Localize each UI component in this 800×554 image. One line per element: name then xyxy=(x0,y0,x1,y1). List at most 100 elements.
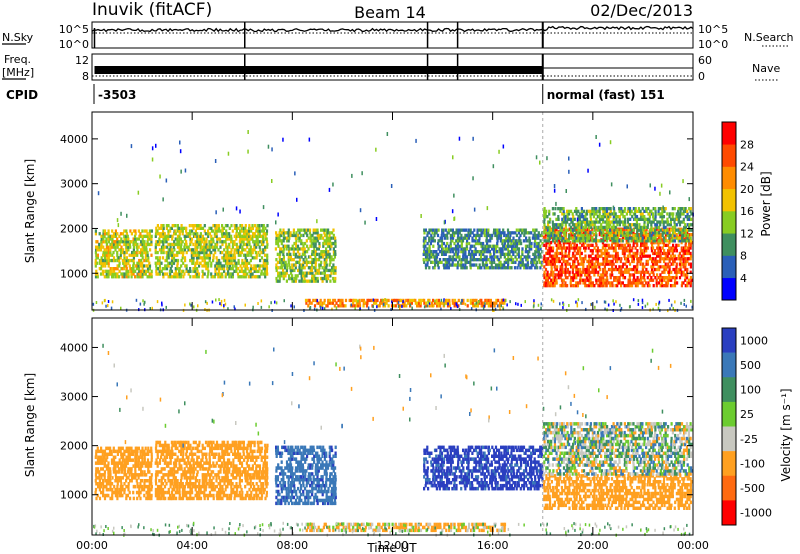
power-cell xyxy=(589,209,592,213)
power-cell xyxy=(137,272,140,276)
power-cell xyxy=(433,255,436,259)
power-cell xyxy=(623,276,627,280)
power-cell xyxy=(593,212,596,216)
power-cell xyxy=(636,233,639,238)
power-cell xyxy=(296,247,299,251)
power-cell xyxy=(226,250,229,255)
power-cell xyxy=(417,304,420,308)
power-cell xyxy=(628,231,631,235)
power-cell xyxy=(654,233,657,238)
power-cell xyxy=(130,232,133,236)
power-cell xyxy=(300,228,303,232)
power-cell xyxy=(584,217,587,221)
power-cell xyxy=(235,250,239,255)
power-cell xyxy=(113,240,116,244)
power-cell xyxy=(118,242,121,247)
power-speckle xyxy=(252,305,254,309)
power-cell xyxy=(607,233,610,237)
power-cell xyxy=(289,233,292,238)
power-cell xyxy=(677,267,680,272)
power-cell xyxy=(673,207,676,211)
power-cell xyxy=(630,209,633,213)
power-cell xyxy=(484,298,487,303)
power-cell xyxy=(457,231,460,235)
power-cell xyxy=(163,272,167,276)
power-cell xyxy=(564,273,567,277)
power-cell xyxy=(100,261,103,265)
power-cell xyxy=(573,243,576,247)
power-colorbar-swatch xyxy=(722,144,736,167)
power-cell xyxy=(248,242,251,247)
power-cell xyxy=(501,241,504,246)
power-cell xyxy=(278,231,281,235)
power-cell xyxy=(639,212,642,216)
power-speckle xyxy=(110,306,113,310)
power-speckle xyxy=(211,300,214,304)
power-cell xyxy=(690,278,693,282)
power-cell xyxy=(453,233,456,238)
velocity-cell xyxy=(103,452,107,456)
power-cell xyxy=(648,233,652,238)
power-cell xyxy=(258,253,261,257)
power-speckle xyxy=(452,155,454,160)
power-cell xyxy=(632,259,635,264)
power-cell xyxy=(542,257,545,261)
power-cell xyxy=(180,240,183,244)
power-cell xyxy=(561,217,564,221)
power-cell xyxy=(263,258,267,263)
power-cell xyxy=(690,223,693,227)
power-cell xyxy=(595,233,598,238)
power-cell xyxy=(155,267,158,271)
power-cell xyxy=(432,255,435,259)
power-cell xyxy=(102,272,105,276)
power-speckle xyxy=(351,173,353,178)
power-cell xyxy=(605,209,609,213)
power-cell xyxy=(166,253,169,257)
power-cell xyxy=(550,231,553,235)
power-cell xyxy=(655,278,658,282)
power-cell xyxy=(328,241,331,246)
power-cell xyxy=(535,241,538,246)
power-cell xyxy=(139,275,142,279)
power-cell xyxy=(107,261,110,265)
power-cell xyxy=(183,272,186,276)
power-cell xyxy=(285,244,289,248)
power-cell xyxy=(571,276,574,280)
power-cell xyxy=(312,298,315,303)
power-cell xyxy=(221,272,224,276)
power-cell xyxy=(640,233,643,238)
power-cell xyxy=(555,278,558,282)
power-cell xyxy=(636,239,639,243)
velocity-cell xyxy=(102,490,105,495)
power-cell xyxy=(456,252,459,256)
power-cell xyxy=(208,248,211,252)
power-cell xyxy=(650,236,653,240)
power-cell xyxy=(609,212,612,216)
power-cell xyxy=(298,258,302,262)
power-cell xyxy=(484,244,487,248)
power-cell xyxy=(662,265,665,269)
power-cell xyxy=(490,258,493,262)
power-cell xyxy=(483,255,486,259)
power-cell xyxy=(190,237,194,241)
power-cell xyxy=(529,266,532,270)
power-cell xyxy=(201,240,204,244)
power-cell xyxy=(621,243,624,247)
velocity-cell xyxy=(123,482,126,486)
power-cell xyxy=(619,231,623,235)
power-cell xyxy=(96,275,99,279)
power-cell xyxy=(249,258,252,263)
power-cell xyxy=(472,252,475,256)
power-cell xyxy=(611,246,614,250)
power-cell xyxy=(530,258,533,262)
power-cell xyxy=(248,234,251,238)
power-cell xyxy=(598,212,601,216)
power-cell xyxy=(613,230,616,234)
power-cell xyxy=(328,255,331,259)
power-cell xyxy=(162,224,165,228)
velocity-cell xyxy=(113,464,116,468)
power-speckle xyxy=(275,220,277,225)
power-cell xyxy=(445,247,449,251)
power-cell xyxy=(517,247,520,251)
velocity-cell xyxy=(116,470,119,474)
